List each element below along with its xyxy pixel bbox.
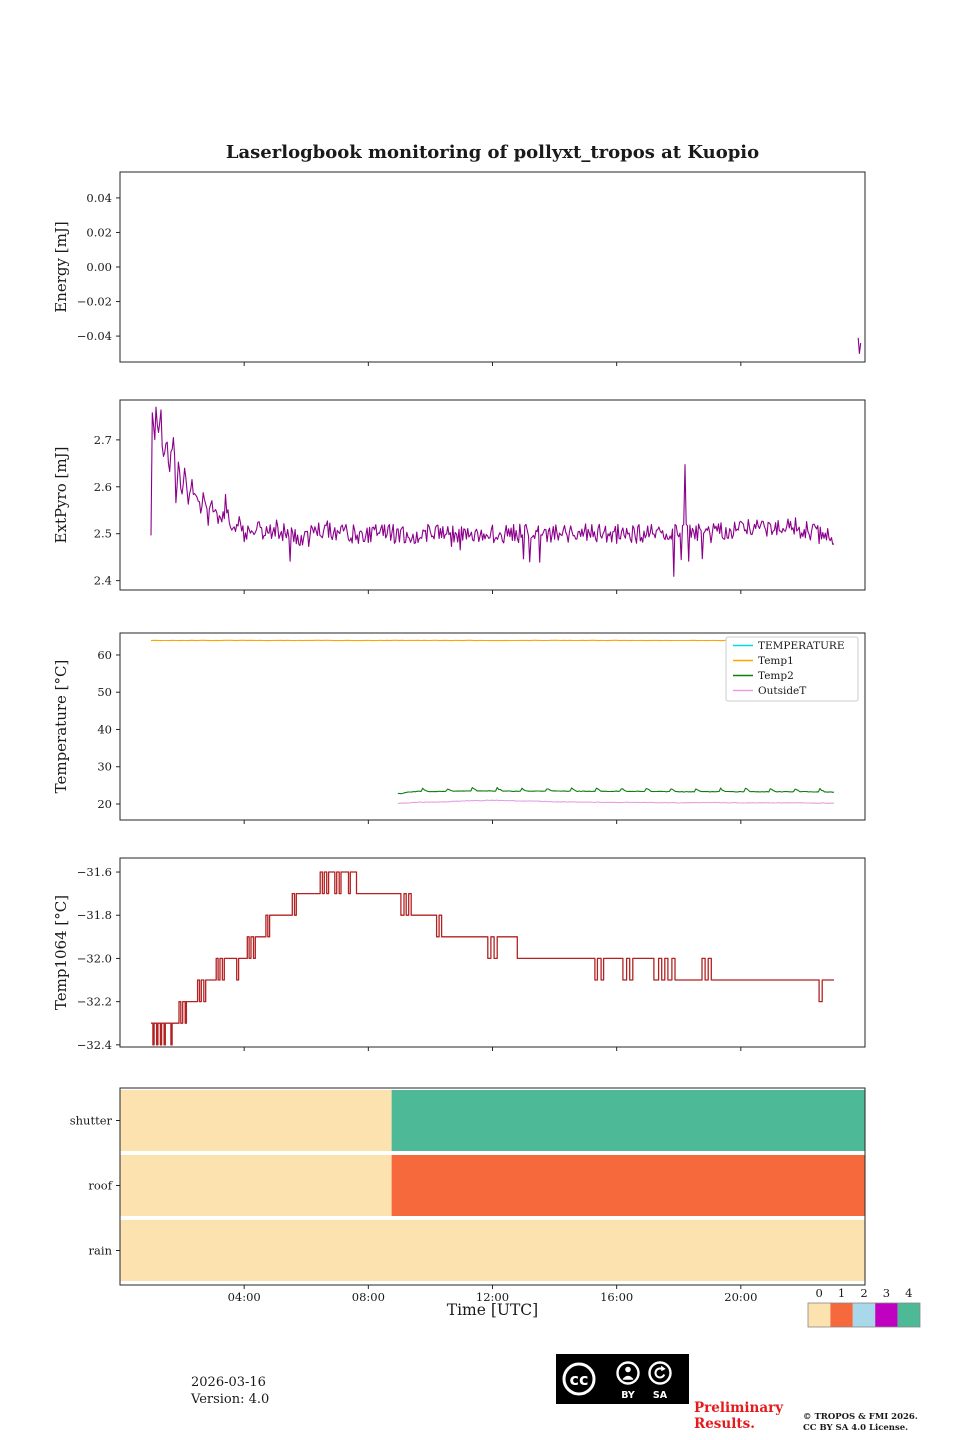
y-tick-label: −32.2 — [77, 995, 112, 1009]
x-tick-label: 08:00 — [352, 1290, 385, 1304]
by-label: BY — [621, 1390, 635, 1401]
legend-label: Temp2 — [758, 670, 794, 682]
status-band-shutter — [120, 1090, 392, 1151]
y-tick-label: 40 — [97, 722, 112, 736]
x-axis-title: Time [UTC] — [446, 1301, 539, 1319]
axes-frame — [119, 399, 866, 591]
series-group — [150, 639, 835, 804]
series-group — [151, 871, 834, 1046]
y-tick-label: 0.02 — [86, 225, 112, 239]
series-Energy — [857, 337, 862, 354]
legend-label: OutsideT — [758, 685, 806, 697]
y-tick-label: 0.00 — [86, 260, 112, 274]
by-person-icon — [616, 1361, 640, 1385]
by-person-body — [622, 1375, 634, 1380]
colorbar-segment — [830, 1303, 853, 1327]
y-tick-label: 2.4 — [94, 574, 112, 588]
axes-frame — [119, 857, 866, 1048]
y-tick-label: −31.8 — [77, 908, 112, 922]
cc-license-badge: cc BY SA — [556, 1354, 689, 1404]
y-tick-label: 50 — [97, 685, 112, 699]
colorbar-segment — [852, 1303, 876, 1327]
sa-arrow-icon — [648, 1361, 672, 1385]
series-Temp2 — [397, 786, 835, 795]
y-axis-label: Energy [mJ] — [52, 221, 70, 312]
date-version-block: 2026-03-16 Version: 4.0 — [191, 1374, 269, 1408]
y-tick-label: 2.7 — [94, 433, 112, 447]
date-text: 2026-03-16 — [191, 1375, 266, 1390]
sa-arrow-head — [661, 1365, 666, 1372]
x-tick-label: 04:00 — [228, 1290, 261, 1304]
y-tick-label: −32.4 — [77, 1038, 112, 1052]
series-group — [857, 337, 862, 354]
x-tick-label: 12:00 — [476, 1290, 509, 1304]
y-axis-label: ExtPyro [mJ] — [52, 447, 70, 544]
status-band-roof — [391, 1155, 865, 1216]
colorbar-tick-label: 1 — [838, 1286, 845, 1300]
legend-box — [725, 636, 859, 702]
category-label: roof — [88, 1179, 112, 1193]
colorbar-tick-label: 3 — [883, 1286, 890, 1300]
y-tick-label: −31.6 — [77, 865, 112, 879]
status-band-rain — [120, 1220, 865, 1281]
figure-title: Laserlogbook monitoring of pollyxt_tropo… — [225, 142, 760, 163]
category-label: rain — [89, 1244, 113, 1258]
copyright-line-2: CC BY SA 4.0 License. — [803, 1423, 909, 1433]
preliminary-line-1: Preliminary — [694, 1400, 784, 1416]
preliminary-line-2: Results. — [694, 1416, 755, 1432]
version-text: Version: 4.0 — [191, 1392, 270, 1407]
y-tick-label: −0.02 — [77, 295, 112, 309]
series-OutsideT — [397, 799, 835, 804]
legend-label: Temp1 — [758, 655, 794, 667]
by-person-head — [625, 1366, 631, 1373]
series-group — [150, 406, 835, 577]
colorbar-segment — [897, 1303, 920, 1327]
charts-svg: 0.04 0.02 0.00 −0.02 −0.04 Energy [mJ] 2.7 2.6 2… — [52, 171, 921, 1328]
colorbar-tick-label: 4 — [905, 1286, 912, 1300]
cc-logo-text: cc — [570, 1370, 589, 1389]
colorbar-frame — [807, 1302, 921, 1328]
y-tick-label: 60 — [97, 648, 112, 662]
y-axis-label: Temp1064 [°C] — [52, 895, 70, 1010]
badge-background — [556, 1354, 689, 1404]
axes-frame — [119, 171, 866, 363]
y-tick-label: 30 — [97, 760, 112, 774]
y-tick-label: 20 — [97, 797, 112, 811]
copyright-note: © TROPOS & FMI 2026. CC BY SA 4.0 Licens… — [803, 1412, 918, 1434]
colorbar-segment — [808, 1303, 831, 1327]
colorbar-segment — [875, 1303, 898, 1327]
x-tick-label: 16:00 — [600, 1290, 633, 1304]
cc-logo-circle — [562, 1362, 596, 1396]
category-label: shutter — [70, 1114, 113, 1128]
status-band-shutter — [391, 1090, 865, 1151]
copyright-line-1: © TROPOS & FMI 2026. — [803, 1412, 918, 1422]
colorbar-tick-label: 2 — [860, 1286, 867, 1300]
y-tick-label: 2.6 — [94, 480, 112, 494]
legend-label: TEMPERATURE — [758, 640, 845, 652]
y-axis-label: Temperature [°C] — [52, 660, 70, 794]
y-tick-label: −32.0 — [77, 951, 112, 965]
series-Temp1064 — [151, 871, 834, 1046]
colorbar-tick-label: 0 — [816, 1286, 823, 1300]
status-band-roof — [120, 1155, 392, 1216]
x-tick-label: 20:00 — [724, 1290, 757, 1304]
sa-arrow-arc — [654, 1367, 666, 1379]
sa-label: SA — [653, 1390, 668, 1401]
y-tick-label: 2.5 — [94, 527, 112, 541]
series-ExtPyro — [150, 406, 835, 577]
y-tick-label: 0.04 — [86, 191, 112, 205]
preliminary-results-note: Preliminary Results. — [694, 1400, 783, 1432]
y-tick-label: −0.04 — [77, 329, 112, 343]
